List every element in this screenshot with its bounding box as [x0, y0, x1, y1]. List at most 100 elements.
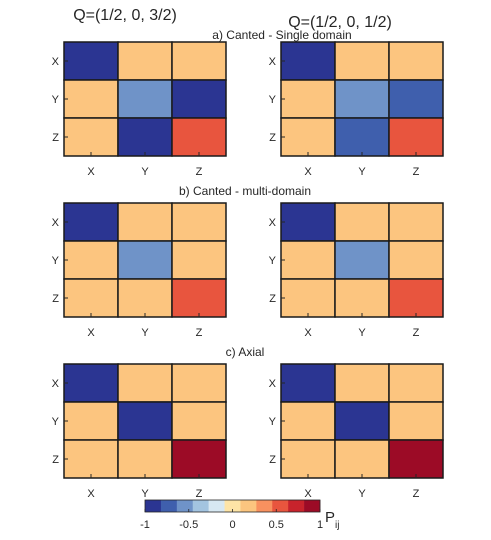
heatmap-cell — [63, 278, 119, 318]
row-tick-label: X — [52, 378, 60, 390]
heatmap-cell — [63, 240, 119, 280]
colorbar-label: Pij — [325, 509, 339, 531]
colorbar-segment — [176, 500, 194, 512]
row-tick-label: X — [269, 378, 277, 390]
heatmap-cell — [171, 439, 227, 479]
col-tick-label: Z — [413, 166, 420, 178]
col-tick-label: X — [87, 327, 95, 339]
heatmap-cell — [117, 439, 173, 479]
colorbar-segment — [272, 500, 289, 512]
heatmap-cell — [280, 363, 336, 403]
heatmap-cell — [117, 401, 173, 441]
heatmap-cell — [334, 278, 390, 318]
heatmap-cell — [280, 79, 336, 119]
heatmap-cell — [334, 439, 390, 479]
heatmap-cell — [388, 117, 444, 157]
heatmap-cell — [280, 439, 336, 479]
row-tick-label: X — [269, 217, 277, 229]
col-tick-label: Z — [196, 166, 203, 178]
row-tick-label: X — [52, 56, 60, 68]
heatmap-cell — [63, 41, 119, 81]
row-tick-label: Z — [269, 454, 276, 466]
row-tick-label: X — [52, 217, 60, 229]
row-tick-label: Y — [52, 416, 60, 428]
col-tick-label: X — [304, 166, 312, 178]
heatmap-cell — [334, 202, 390, 242]
colorbar-segment — [288, 500, 305, 512]
colorbar-segment — [192, 500, 209, 512]
heatmap-cell — [334, 79, 390, 119]
col-tick-label: X — [304, 327, 312, 339]
heatmap-cell — [388, 202, 444, 242]
colorbar-segment — [256, 500, 273, 512]
heatmap-cell — [388, 439, 444, 479]
row-tick-label: X — [269, 56, 277, 68]
colorbar: -1 -0.5 0 0.5 1 — [140, 499, 323, 531]
heatmap-cell — [388, 79, 444, 119]
heatmap-cell — [117, 363, 173, 403]
heatmap-cell — [171, 278, 227, 318]
heatmap-panel: X Y Z X Y Z — [52, 41, 227, 178]
row-tick-label: Y — [269, 416, 277, 428]
panel-title-b: b) Canted - multi-domain — [179, 184, 311, 198]
col-tick-label: Y — [358, 166, 366, 178]
heatmap-panel: X Y Z X Y Z — [269, 363, 444, 500]
heatmap-cell — [280, 41, 336, 81]
row-tick-label: Z — [269, 293, 276, 305]
heatmap-cell — [63, 117, 119, 157]
col-tick-label: Y — [141, 488, 149, 500]
heatmap-cell — [117, 117, 173, 157]
heatmap-cell — [117, 278, 173, 318]
heatmap-cell — [117, 202, 173, 242]
colorbar-segment — [160, 500, 178, 512]
heatmap-cell — [117, 240, 173, 280]
heatmap-cell — [117, 41, 173, 81]
heatmap-cell — [63, 79, 119, 119]
row-tick-label: Y — [52, 255, 60, 267]
row-tick-label: Y — [52, 94, 60, 106]
heatmap-cell — [280, 401, 336, 441]
row-tick-label: Z — [269, 132, 276, 144]
heatmap-cell — [388, 401, 444, 441]
colorbar-tick-label: 0 — [229, 519, 235, 531]
colorbar-segment — [224, 500, 241, 512]
heatmap-cell — [280, 202, 336, 242]
col-tick-label: Z — [196, 488, 203, 500]
heatmap-cell — [334, 240, 390, 280]
col-tick-label: X — [87, 166, 95, 178]
colorbar-label-subscript: ij — [335, 520, 339, 531]
heatmap-cell — [63, 363, 119, 403]
colorbar-segment — [304, 500, 321, 512]
column-title-right: Q=(1/2, 0, 1/2) — [288, 14, 392, 31]
heatmap-cell — [334, 117, 390, 157]
row-tick-label: Z — [52, 454, 59, 466]
col-tick-label: Y — [358, 488, 366, 500]
heatmap-panel: X Y Z X Y Z — [269, 202, 444, 339]
heatmap-cell — [280, 278, 336, 318]
column-title-left: Q=(1/2, 0, 3/2) — [73, 7, 177, 24]
heatmap-cell — [280, 240, 336, 280]
heatmap-cell — [171, 240, 227, 280]
heatmap-cell — [388, 240, 444, 280]
heatmap-cell — [334, 363, 390, 403]
heatmap-cell — [388, 278, 444, 318]
row-tick-label: Z — [52, 132, 59, 144]
heatmap-cell — [171, 202, 227, 242]
heatmap-panels: X Y Z X Y Z X Y Z X Y Z X Y Z X Y Z X Y Z X Y Z X Y Z X Y Z X Y Z X Y Z — [52, 41, 444, 500]
heatmap-cell — [280, 117, 336, 157]
col-tick-label: Z — [413, 327, 420, 339]
panel-title-a: a) Canted - Single domain — [212, 28, 351, 42]
col-tick-label: X — [87, 488, 95, 500]
col-tick-label: Y — [141, 327, 149, 339]
heatmap-cell — [388, 363, 444, 403]
colorbar-segment — [208, 500, 225, 512]
heatmap-panel: X Y Z X Y Z — [52, 202, 227, 339]
colorbar-tick-label: 1 — [317, 519, 323, 531]
heatmap-cell — [171, 41, 227, 81]
colorbar-segment — [240, 500, 257, 512]
row-tick-label: Y — [269, 94, 277, 106]
heatmap-cell — [171, 79, 227, 119]
col-tick-label: Y — [141, 166, 149, 178]
heatmap-cell — [171, 117, 227, 157]
